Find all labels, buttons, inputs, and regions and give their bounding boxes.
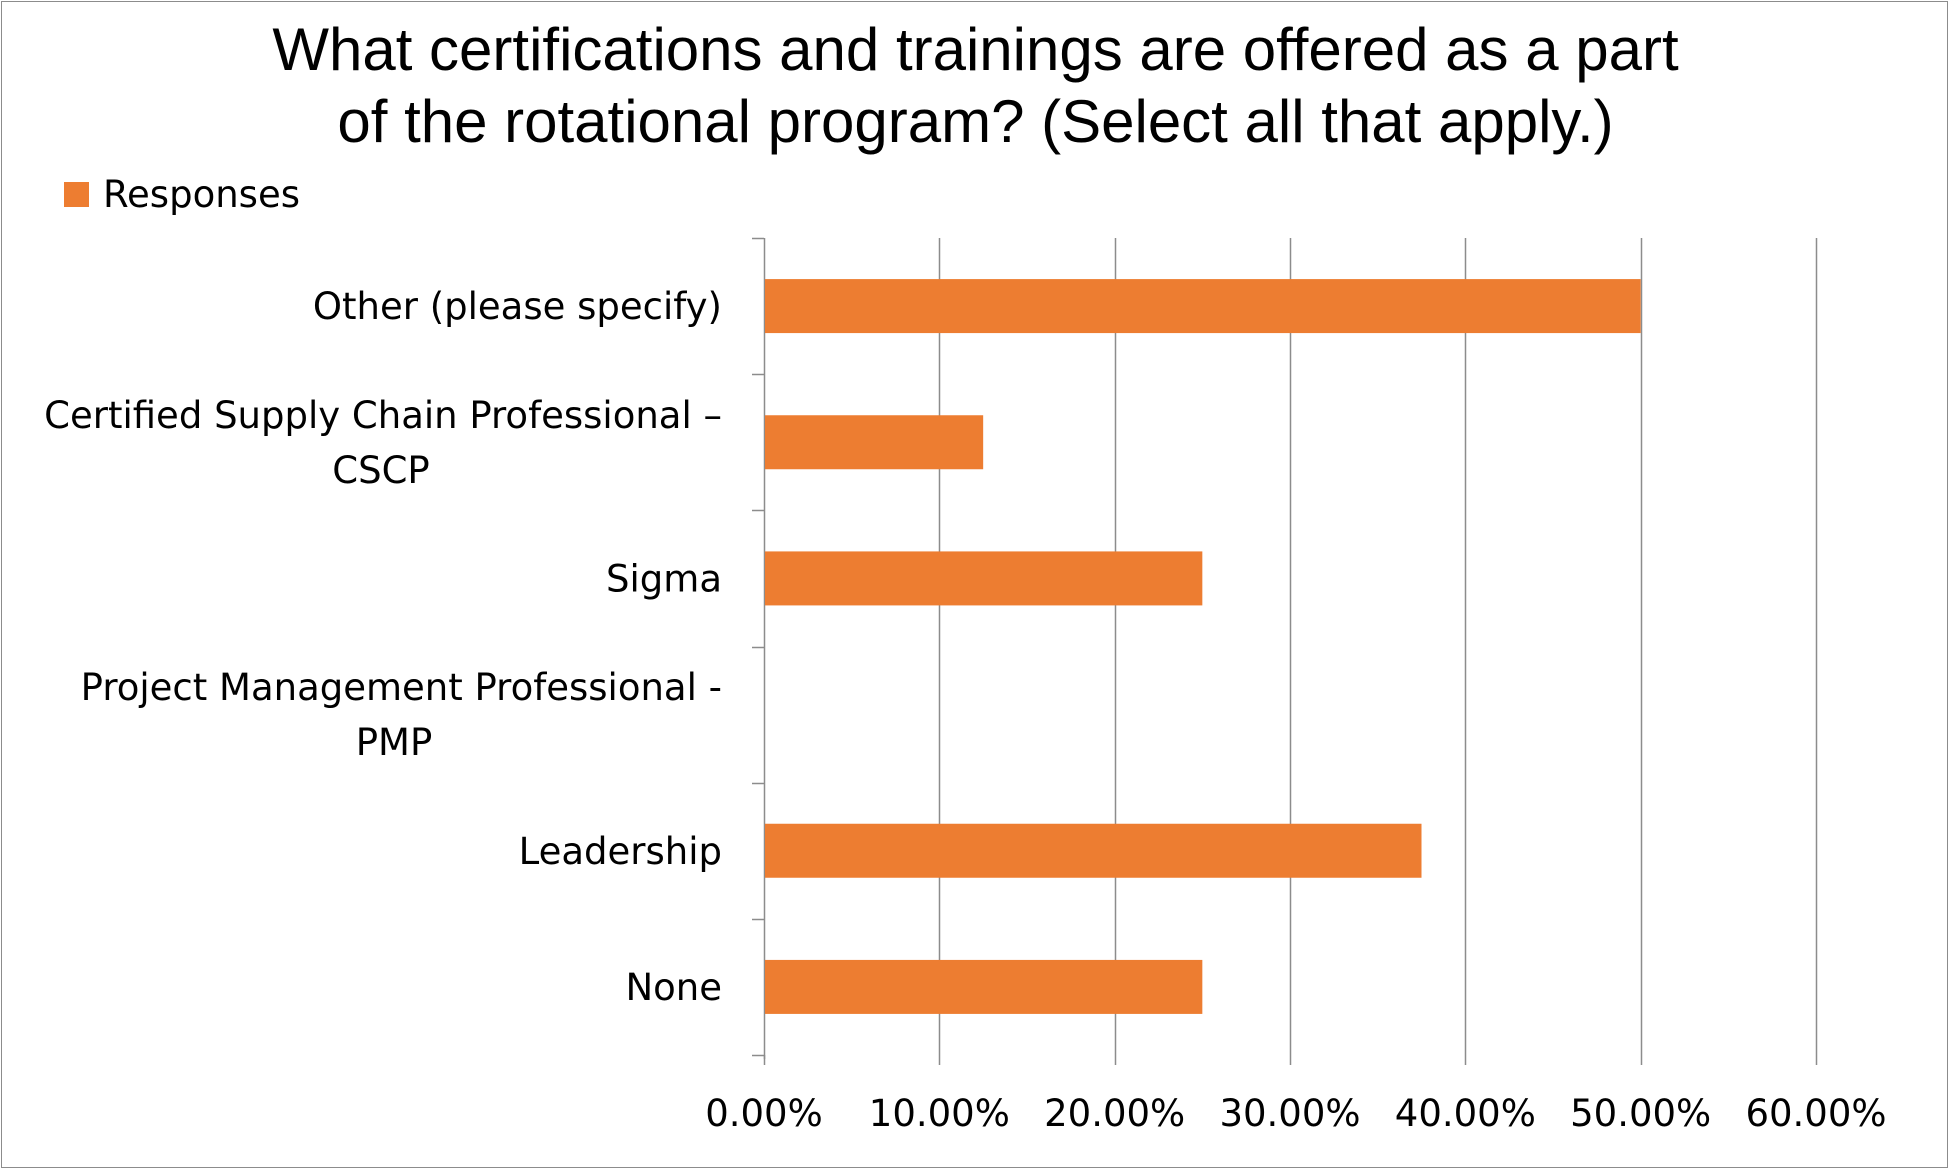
bar xyxy=(765,279,1641,334)
category-label-line: Other (please specify) xyxy=(313,285,722,328)
x-tick-label: 0.00% xyxy=(705,1092,823,1135)
chart-legend: Responses xyxy=(64,172,300,216)
x-tick-label: 40.00% xyxy=(1395,1092,1536,1135)
bar xyxy=(765,959,1203,1014)
x-tick-label: 10.00% xyxy=(869,1092,1010,1135)
category-label: None xyxy=(625,966,722,1009)
category-label-line: CSCP xyxy=(332,449,429,492)
chart-title: What certifications and trainings are of… xyxy=(0,14,1951,158)
legend-label: Responses xyxy=(103,172,300,216)
x-tick-label: 60.00% xyxy=(1745,1092,1886,1135)
category-label-line: Project Management Professional - xyxy=(81,666,722,709)
category-label-line: None xyxy=(625,966,722,1009)
bar xyxy=(765,823,1422,878)
x-tick-label: 50.00% xyxy=(1570,1092,1711,1135)
category-label: Other (please specify) xyxy=(313,285,722,328)
category-label-line: Sigma xyxy=(606,557,722,600)
category-label-line: Certified Supply Chain Professional – xyxy=(44,394,722,437)
category-label-line: Leadership xyxy=(519,830,722,873)
chart-title-line-1: What certifications and trainings are of… xyxy=(272,16,1679,83)
x-tick-label: 30.00% xyxy=(1219,1092,1360,1135)
bar xyxy=(765,415,984,470)
legend-swatch xyxy=(64,181,89,207)
bar xyxy=(765,551,1203,606)
category-label: Project Management Professional - PMP xyxy=(81,666,722,764)
chart-title-line-2: of the rotational program? (Select all t… xyxy=(337,88,1614,155)
category-label: Leadership xyxy=(519,830,722,873)
category-label: Sigma xyxy=(606,557,722,600)
category-label-line: PMP xyxy=(356,721,433,764)
category-label: Certified Supply Chain Professional – CSC… xyxy=(44,394,722,492)
x-tick-label: 20.00% xyxy=(1044,1092,1185,1135)
